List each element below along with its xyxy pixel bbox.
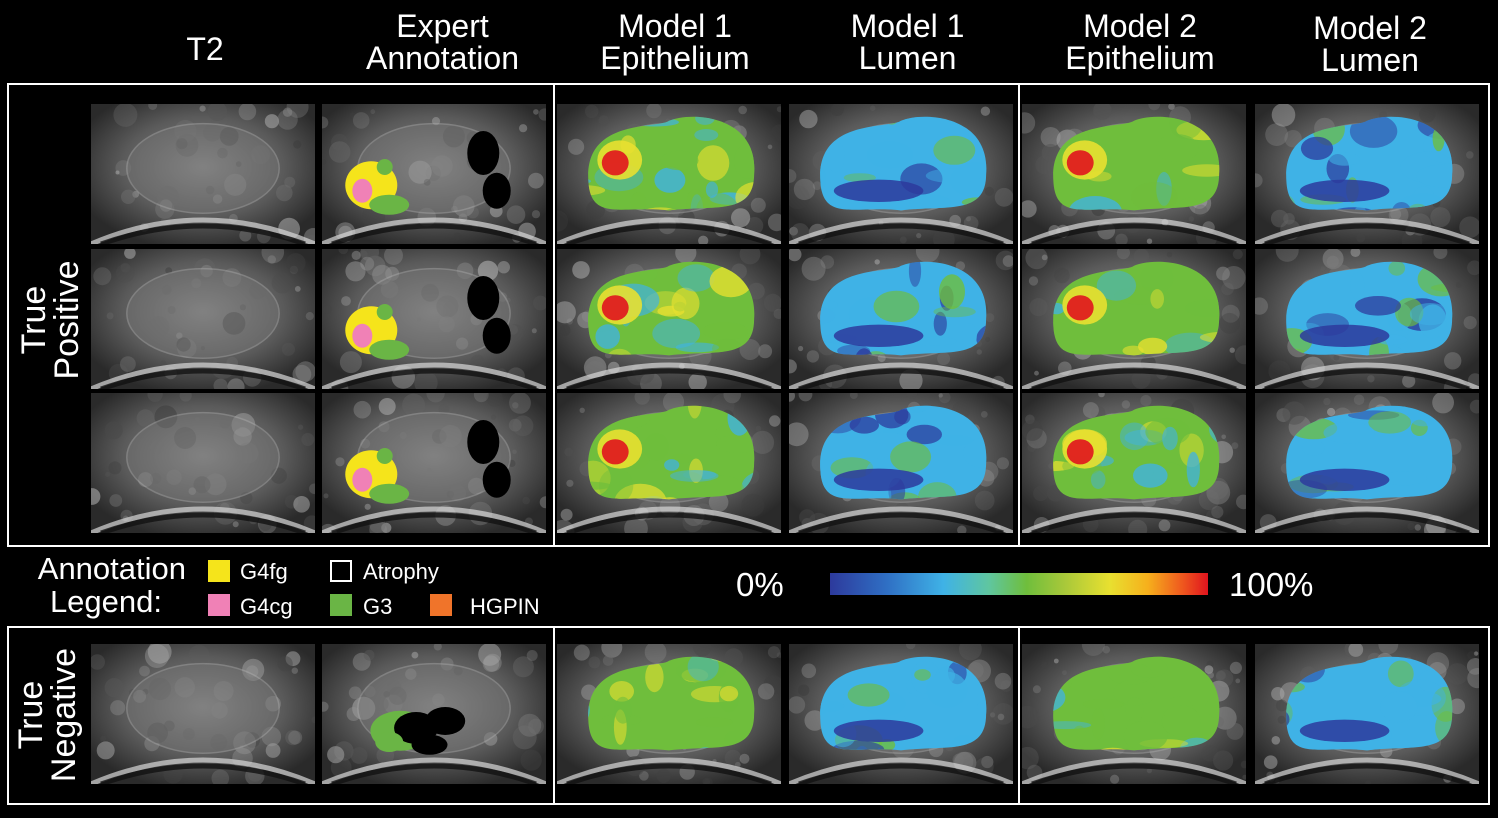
- legend-label-atrophy: Atrophy: [363, 559, 439, 584]
- row-label-line2: Negative: [45, 647, 83, 783]
- legend-title-line2: Legend:: [49, 584, 162, 619]
- legend-label-g4cg: G4cg: [240, 594, 293, 619]
- column-header-model2-lumen: Model 2 Lumen: [1265, 12, 1475, 76]
- column-header-line1: T2: [186, 31, 224, 67]
- divider: [1018, 83, 1020, 547]
- row-label-true-negative: True Negative: [12, 625, 85, 805]
- image-tile: [1255, 104, 1479, 244]
- column-header-model2-epithelium: Model 2 Epithelium: [1035, 10, 1245, 74]
- image-tile: [557, 249, 781, 389]
- legend-title-line1: Annotation: [37, 551, 186, 586]
- column-header-line1: Model 1: [850, 8, 965, 44]
- column-header-line1: Model 1: [618, 8, 732, 44]
- image-tile: [789, 393, 1013, 533]
- row-label-line2: Positive: [48, 260, 86, 380]
- image-tile: [1022, 644, 1246, 784]
- column-header-model1-lumen: Model 1 Lumen: [805, 10, 1010, 74]
- divider: [553, 626, 555, 805]
- row-label-line1: True: [15, 285, 53, 355]
- column-header-line2: Lumen: [858, 40, 957, 76]
- row-label-true-positive: True Positive: [15, 230, 88, 410]
- legend-swatch-g4fg: [208, 560, 230, 582]
- true-positive-frame: [7, 83, 1490, 547]
- image-tile: [557, 104, 781, 244]
- image-tile: [322, 644, 546, 784]
- column-header-line1: Expert: [396, 8, 489, 44]
- legend-swatch-g4cg: [208, 594, 230, 616]
- image-tile: [1255, 644, 1479, 784]
- column-header-line1: Model 2: [1083, 8, 1197, 44]
- image-tile: [789, 644, 1013, 784]
- colorbar: [830, 573, 1208, 595]
- column-header-t2: T2: [120, 33, 290, 65]
- legend-label-g4fg: G4fg: [240, 559, 288, 584]
- column-header-line1: Model 2: [1313, 10, 1427, 46]
- colorbar-max-label: 100%: [1229, 566, 1314, 603]
- colorbar-min-label: 0%: [736, 566, 784, 603]
- column-header-model1-epithelium: Model 1 Epithelium: [570, 10, 780, 74]
- image-tile: [322, 104, 546, 244]
- legend-label-g3: G3: [363, 594, 393, 619]
- legend-label-hgpin: HGPIN: [470, 594, 540, 619]
- column-header-expert-annotation: Expert Annotation: [340, 10, 545, 74]
- image-tile: [1022, 104, 1246, 244]
- column-header-line2: Epithelium: [1065, 40, 1215, 76]
- image-tile: [91, 104, 315, 244]
- image-tile: [557, 393, 781, 533]
- image-tile: [91, 644, 315, 784]
- divider: [1018, 626, 1020, 805]
- image-tile: [789, 249, 1013, 389]
- image-tile: [1255, 393, 1479, 533]
- image-tile: [1255, 249, 1479, 389]
- image-tile: [91, 249, 315, 389]
- column-header-line2: Epithelium: [600, 40, 750, 76]
- image-tile: [322, 249, 546, 389]
- row-label-line1: True: [12, 680, 50, 750]
- image-tile: [91, 393, 315, 533]
- column-header-line2: Annotation: [365, 40, 519, 76]
- image-tile: [1022, 393, 1246, 533]
- column-header-line2: Lumen: [1321, 42, 1419, 78]
- image-tile: [789, 104, 1013, 244]
- image-tile: [1022, 249, 1246, 389]
- legend-swatch-atrophy: [330, 560, 352, 582]
- legend-swatch-g3: [330, 594, 352, 616]
- true-negative-frame: [7, 626, 1490, 805]
- legend-swatch-hgpin: [430, 594, 452, 616]
- legend-title: Annotation Legend:: [8, 552, 186, 618]
- image-tile: [322, 393, 546, 533]
- divider: [553, 83, 555, 547]
- image-tile: [557, 644, 781, 784]
